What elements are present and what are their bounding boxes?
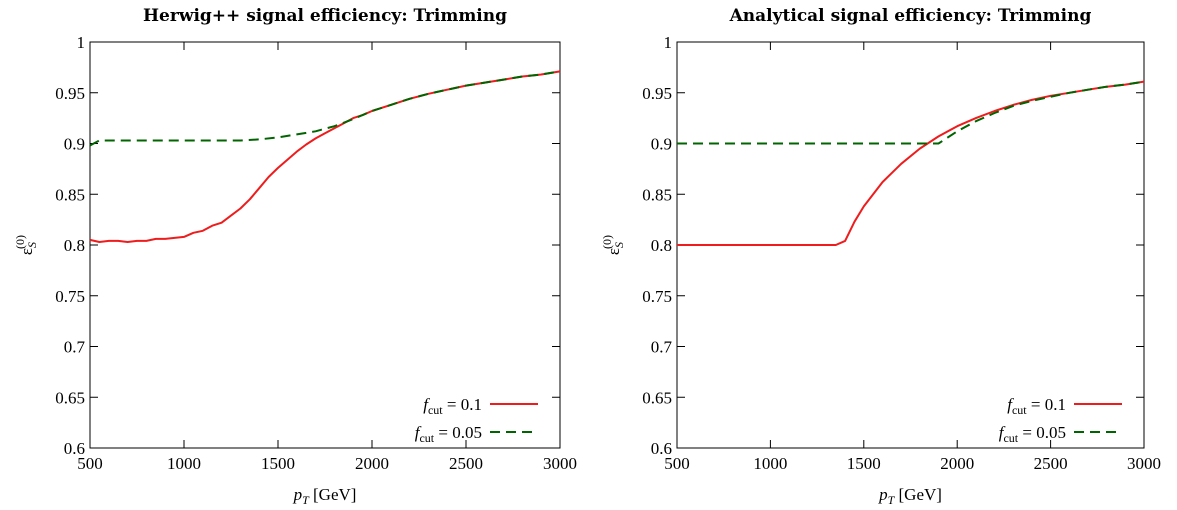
x-tick-label: 1000 <box>753 454 787 473</box>
x-tick-label: 1000 <box>167 454 201 473</box>
series-line-2 <box>677 80 1145 145</box>
y-tick-label: 0.6 <box>64 439 85 458</box>
x-tick-label: 2000 <box>355 454 389 473</box>
y-tick-label: 1 <box>664 33 673 52</box>
series-line-1 <box>89 70 561 243</box>
chart-title: Herwig++ signal efficiency: Trimming <box>143 6 507 26</box>
x-axis-label: pT [GeV] <box>293 485 357 507</box>
y-tick-label: 0.75 <box>642 287 672 306</box>
x-tick-label: 2500 <box>449 454 483 473</box>
x-tick-label: 2000 <box>940 454 974 473</box>
x-tick-label: 1500 <box>847 454 881 473</box>
y-axis-label: εS(0) <box>13 235 39 255</box>
y-tick-label: 0.65 <box>642 388 672 407</box>
series-line-2 <box>89 70 561 147</box>
y-tick-label: 0.8 <box>651 236 672 255</box>
y-tick-label: 0.8 <box>64 236 85 255</box>
x-tick-label: 500 <box>77 454 103 473</box>
x-tick-label: 3000 <box>1127 454 1161 473</box>
y-axis-label: εS(0) <box>600 235 626 255</box>
y-tick-label: 0.95 <box>642 84 672 103</box>
plot-frame <box>89 41 561 449</box>
y-tick-label: 0.9 <box>64 135 85 154</box>
legend-label: fcut = 0.1 <box>1007 395 1066 417</box>
legend-label: fcut = 0.05 <box>415 423 482 445</box>
series-line-1 <box>677 80 1145 246</box>
x-tick-label: 500 <box>664 454 690 473</box>
y-tick-label: 0.95 <box>55 84 85 103</box>
chart-title: Analytical signal efficiency: Trimming <box>729 6 1092 26</box>
y-tick-label: 0.85 <box>55 185 85 204</box>
chart-panel-herwig: Herwig++ signal efficiency: Trimming 0.6 0… <box>13 6 577 507</box>
y-tick-label: 0.7 <box>651 338 673 357</box>
y-tick-label: 0.75 <box>55 287 85 306</box>
y-tick-label: 0.6 <box>651 439 672 458</box>
y-tick-label: 0.85 <box>642 185 672 204</box>
chart-panel-analytical: Analytical signal efficiency: Trimming 0.… <box>600 6 1161 507</box>
y-tick-label: 0.7 <box>64 338 86 357</box>
x-tick-label: 2500 <box>1034 454 1068 473</box>
y-tick-label: 0.65 <box>55 388 85 407</box>
x-tick-label: 1500 <box>261 454 295 473</box>
x-tick-label: 3000 <box>543 454 577 473</box>
x-axis-label: pT [GeV] <box>878 485 942 507</box>
y-tick-label: 0.9 <box>651 135 672 154</box>
legend-label: fcut = 0.1 <box>423 395 482 417</box>
legend-label: fcut = 0.05 <box>999 423 1066 445</box>
y-tick-label: 1 <box>77 33 86 52</box>
